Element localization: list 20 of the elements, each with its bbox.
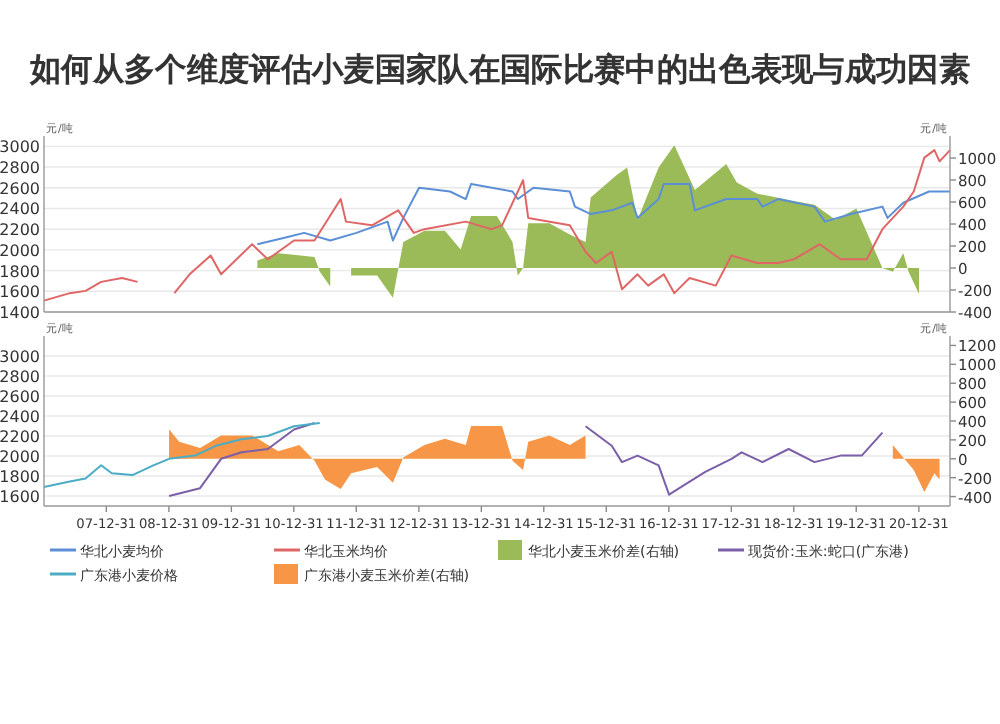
y-tick-label: 1600: [0, 283, 40, 302]
y-tick-label: 1600: [0, 488, 40, 506]
y-tick-label: 2200: [0, 221, 40, 240]
line-series: [256, 183, 951, 246]
y-tick-label: 2200: [0, 428, 40, 446]
y-tick-label: 1800: [0, 262, 40, 281]
y-tick-label: 1400: [0, 304, 40, 322]
y-tick-label: 3000: [0, 138, 40, 157]
y-tick-label: 1800: [0, 468, 40, 486]
y-tick-label: 2600: [0, 388, 40, 406]
y-tick-label: 2000: [0, 241, 40, 260]
line-series: [43, 422, 321, 488]
y-tick-label: 3000: [0, 348, 40, 366]
y-tick-label: 2600: [0, 179, 40, 198]
y-tick-label: 2400: [0, 408, 40, 426]
y-tick-label: 2400: [0, 200, 40, 219]
y-tick-label: 2800: [0, 368, 40, 386]
y-tick-label: 2800: [0, 159, 40, 178]
y-tick-label: 2000: [0, 448, 40, 466]
chart-title: 如何从多个维度评估小麦国家队在国际比赛中的出色表现与成功因素: [28, 50, 990, 88]
